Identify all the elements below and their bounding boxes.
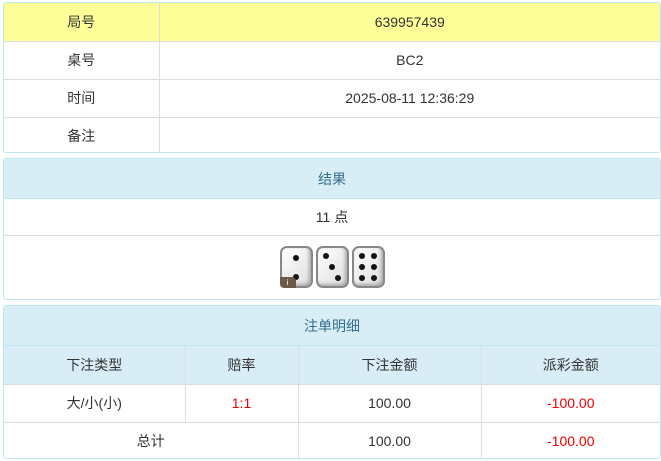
round-info-table: 局号 639957439 桌号 BC2 时间 2025-08-11 12:36:29 … [3, 2, 661, 153]
row-table-no: 桌号 BC2 [4, 40, 660, 80]
table-row: 大/小(小) 1:1 100.00 -100.00 [4, 383, 660, 423]
time: 2025-08-11 12:36:29 [158, 78, 660, 118]
bet-detail-panel: 注单明细 下注类型 赔率 下注金额 派彩金额 大/小(小) 1:1 100.00 -1… [3, 305, 661, 459]
bet-column-headers: 下注类型 赔率 下注金额 派彩金额 [4, 346, 660, 385]
die-pip [293, 273, 299, 280]
die-pip [359, 253, 366, 260]
die-pip [370, 253, 377, 260]
bet-type: 大/小(小) [4, 383, 186, 423]
die-2: i [279, 246, 313, 288]
total-label: 总计 [4, 421, 299, 458]
total-payout: -100.00 [480, 421, 660, 458]
total-row: 总计 100.00 -100.00 [4, 421, 660, 458]
die-6 [351, 246, 385, 288]
die-pip [370, 274, 377, 281]
round-no: 639957439 [158, 3, 660, 42]
die-pip [322, 253, 329, 260]
remark [158, 116, 660, 152]
info-icon[interactable]: i [279, 277, 296, 288]
payout: -100.00 [480, 383, 660, 423]
result-title: 结果 [4, 159, 660, 199]
dice-group: i [4, 236, 660, 298]
table-no: BC2 [158, 40, 660, 80]
row-remark: 备注 [4, 116, 660, 152]
die-pip [293, 254, 299, 261]
odds: 1:1 [184, 383, 299, 423]
die-pip [335, 274, 342, 281]
bet-amount: 100.00 [297, 383, 482, 423]
row-time: 时间 2025-08-11 12:36:29 [4, 78, 660, 118]
die-3 [315, 246, 349, 288]
result-points: 11 点 [4, 199, 660, 236]
die-pip [359, 264, 366, 270]
result-panel: 结果 11 点 i [3, 158, 661, 300]
die-pip [370, 264, 377, 270]
row-round-no: 局号 639957439 [4, 3, 660, 42]
total-amount: 100.00 [297, 421, 482, 458]
die-pip [359, 274, 366, 281]
bet-detail-title: 注单明细 [4, 306, 660, 346]
die-pip [329, 264, 335, 270]
